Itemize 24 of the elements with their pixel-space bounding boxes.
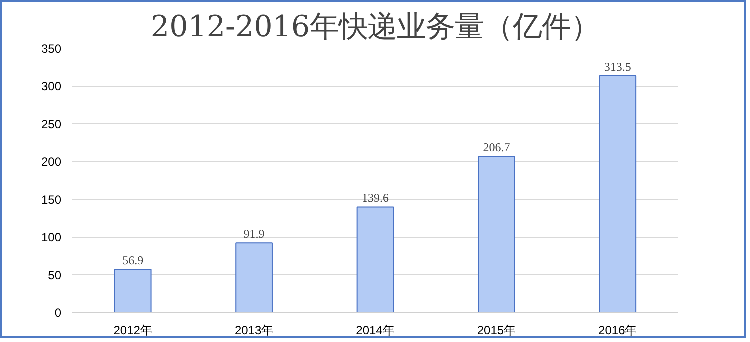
bar xyxy=(356,206,394,312)
x-tick-label: 2012年 xyxy=(114,324,152,338)
data-label: 313.5 xyxy=(604,60,632,74)
y-tick-label: 100 xyxy=(41,230,62,245)
bar xyxy=(599,76,637,312)
y-tick-label: 150 xyxy=(41,192,62,207)
x-tick-label: 2015年 xyxy=(477,324,516,338)
y-tick-label: 200 xyxy=(41,155,62,170)
data-label: 206.7 xyxy=(483,140,510,155)
y-tick-label: 300 xyxy=(41,80,62,94)
y-tick-label: 0 xyxy=(54,306,62,320)
x-tick-label: 2013年 xyxy=(234,324,274,338)
bar xyxy=(236,242,273,312)
chart-title: 2012-2016年快递业务量（亿件） xyxy=(150,10,600,44)
data-label: 91.9 xyxy=(244,227,265,242)
bar xyxy=(114,269,152,312)
data-label: 139.6 xyxy=(362,191,389,206)
y-tick-label: 350 xyxy=(41,42,62,56)
x-tick-label: 2014年 xyxy=(356,324,395,338)
data-label: 56.9 xyxy=(122,254,144,268)
y-tick-label: 250 xyxy=(41,117,62,132)
y-tick-label: 50 xyxy=(48,268,62,282)
x-tick-label: 2016年 xyxy=(598,324,638,338)
bar xyxy=(478,156,516,312)
